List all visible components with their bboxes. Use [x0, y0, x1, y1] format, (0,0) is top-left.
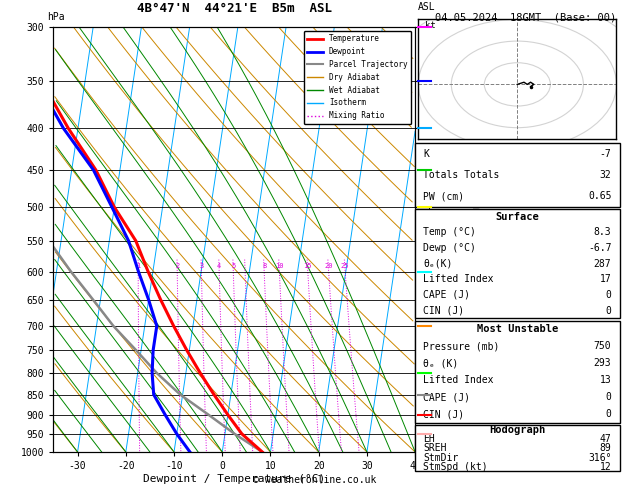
Y-axis label: Mixing Ratio (g/kg): Mixing Ratio (g/kg)	[472, 184, 482, 295]
Text: kt: kt	[425, 21, 436, 30]
Text: -6.7: -6.7	[588, 243, 611, 253]
Text: 0: 0	[606, 290, 611, 300]
Text: 8: 8	[262, 263, 266, 269]
Text: -7: -7	[599, 149, 611, 159]
Text: Totals Totals: Totals Totals	[423, 170, 499, 180]
Text: Hodograph: Hodograph	[489, 425, 545, 435]
Text: 0: 0	[606, 306, 611, 315]
Text: 89: 89	[599, 443, 611, 453]
Text: K: K	[423, 149, 429, 159]
Text: 12: 12	[599, 462, 611, 472]
Text: 4: 4	[217, 263, 221, 269]
Text: 316°: 316°	[588, 452, 611, 463]
X-axis label: Dewpoint / Temperature (°C): Dewpoint / Temperature (°C)	[143, 474, 325, 484]
Text: 20: 20	[325, 263, 333, 269]
Text: CAPE (J): CAPE (J)	[423, 290, 470, 300]
Text: 17: 17	[599, 274, 611, 284]
Text: StmSpd (kt): StmSpd (kt)	[423, 462, 488, 472]
Text: © weatheronline.co.uk: © weatheronline.co.uk	[253, 475, 376, 485]
Text: PW (cm): PW (cm)	[423, 191, 464, 201]
Text: 5: 5	[231, 263, 235, 269]
Text: 32: 32	[599, 170, 611, 180]
Text: SREH: SREH	[423, 443, 447, 453]
Text: EH: EH	[423, 434, 435, 444]
Text: 47: 47	[599, 434, 611, 444]
Text: 293: 293	[594, 358, 611, 368]
Text: 25: 25	[341, 263, 350, 269]
Text: 0: 0	[606, 392, 611, 402]
Text: 2: 2	[175, 263, 179, 269]
Text: CIN (J): CIN (J)	[423, 409, 464, 419]
Text: 750: 750	[594, 341, 611, 351]
Text: 8.3: 8.3	[594, 227, 611, 238]
Text: 10: 10	[275, 263, 284, 269]
Text: Surface: Surface	[496, 212, 539, 222]
Text: 4B°47'N  44°21'E  B5m  ASL: 4B°47'N 44°21'E B5m ASL	[136, 1, 332, 15]
Text: 04.05.2024  18GMT  (Base: 00): 04.05.2024 18GMT (Base: 00)	[435, 12, 616, 22]
Text: Temp (°C): Temp (°C)	[423, 227, 476, 238]
Text: 13: 13	[599, 375, 611, 385]
Text: km
ASL: km ASL	[418, 0, 436, 12]
Text: Lifted Index: Lifted Index	[423, 274, 494, 284]
Text: CAPE (J): CAPE (J)	[423, 392, 470, 402]
Text: 3: 3	[199, 263, 204, 269]
Text: 15: 15	[304, 263, 312, 269]
Text: CIN (J): CIN (J)	[423, 306, 464, 315]
Text: Lifted Index: Lifted Index	[423, 375, 494, 385]
Text: Most Unstable: Most Unstable	[477, 324, 558, 334]
Text: θₑ (K): θₑ (K)	[423, 358, 459, 368]
Text: 1: 1	[136, 263, 140, 269]
Text: θₑ(K): θₑ(K)	[423, 259, 453, 269]
Text: 0: 0	[606, 409, 611, 419]
Text: hPa: hPa	[47, 12, 65, 22]
Text: 0.65: 0.65	[588, 191, 611, 201]
Text: StmDir: StmDir	[423, 452, 459, 463]
Text: 287: 287	[594, 259, 611, 269]
Legend: Temperature, Dewpoint, Parcel Trajectory, Dry Adiabat, Wet Adiabat, Isotherm, Mi: Temperature, Dewpoint, Parcel Trajectory…	[304, 31, 411, 124]
Text: Dewp (°C): Dewp (°C)	[423, 243, 476, 253]
Text: Pressure (mb): Pressure (mb)	[423, 341, 499, 351]
